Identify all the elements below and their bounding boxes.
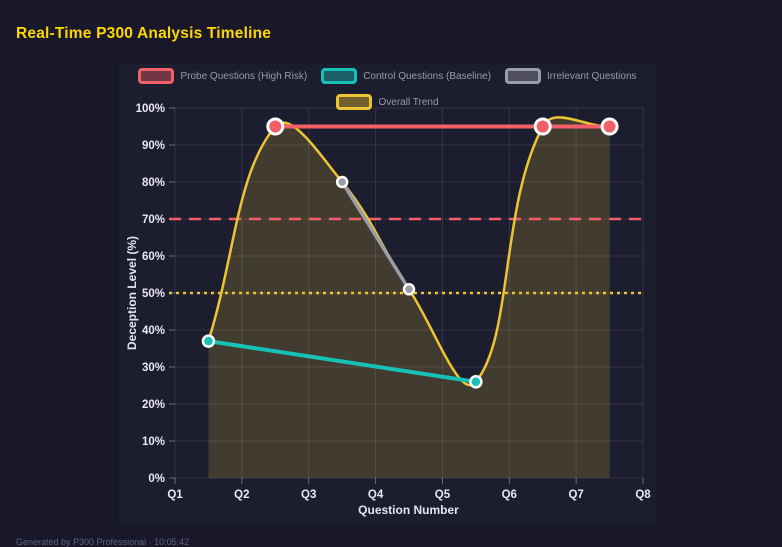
data-point <box>469 375 483 389</box>
legend-swatch-icon <box>336 94 373 110</box>
x-tick-label: Q6 <box>502 489 517 501</box>
data-point <box>266 117 285 136</box>
x-tick-label: Q5 <box>435 489 451 501</box>
y-tick-label: 100% <box>136 103 165 115</box>
page-title: Real-Time P300 Analysis Timeline <box>16 25 272 42</box>
legend-item-label: Control Questions (Baseline) <box>363 70 492 82</box>
y-axis-title: Deception Level (%) <box>125 235 139 351</box>
x-tick-label: Q3 <box>301 489 316 501</box>
legend-item[interactable]: Control Questions (Baseline) <box>321 68 491 84</box>
series-line <box>340 180 411 292</box>
data-point <box>600 117 619 136</box>
legend-item-label: Probe Questions (High Risk) <box>180 70 308 82</box>
x-tick-label: Q7 <box>568 489 583 501</box>
legend-swatch-icon <box>321 68 358 84</box>
footer-note: Generated by P300 Professional · 10:05:4… <box>16 537 190 547</box>
data-point <box>533 117 552 136</box>
legend-item[interactable]: Overall Trend <box>336 94 439 110</box>
y-tick-label: 20% <box>142 399 165 411</box>
legend-swatch-icon <box>138 68 175 84</box>
y-tick-label: 60% <box>142 251 165 263</box>
y-tick-label: 80% <box>142 177 165 189</box>
y-tick-label: 50% <box>142 288 165 300</box>
legend-item-label: Overall Trend <box>378 96 439 108</box>
x-axis-title: Question Number <box>358 503 459 517</box>
legend-item[interactable]: Irrelevant Questions <box>505 68 637 84</box>
x-tick-label: Q1 <box>167 489 183 501</box>
y-tick-label: 40% <box>142 325 165 337</box>
data-point <box>201 334 216 348</box>
legend-swatch-icon <box>505 68 542 84</box>
y-tick-label: 0% <box>148 473 165 485</box>
x-tick-label: Q2 <box>234 489 249 501</box>
x-tick-label: Q4 <box>368 489 384 501</box>
series-line <box>206 339 478 384</box>
data-point <box>335 175 349 189</box>
y-tick-label: 30% <box>142 362 165 374</box>
chart-canvas[interactable]: 0% 10% 20% 30% 40% 50% 60% 70% 80% 90% 100% Q1 Q2 Q3 Q… <box>119 63 656 525</box>
legend-item-label: Irrelevant Questions <box>547 70 637 82</box>
y-tick-label: 70% <box>142 214 165 226</box>
chart-svg: 0% 10% 20% 30% 40% 50% 60% 70% 80% 90% 100% Q1 Q2 Q3 Q… <box>136 103 652 501</box>
data-point <box>402 283 416 296</box>
chart-legend: Probe Questions (High Risk) Control Quest… <box>119 68 656 110</box>
y-tick-label: 90% <box>142 140 165 152</box>
trend-fill-area <box>208 117 610 478</box>
x-tick-label: Q8 <box>635 489 651 501</box>
y-tick-label: 10% <box>142 436 165 448</box>
legend-item[interactable]: Probe Questions (High Risk) <box>138 68 307 84</box>
chart-panel: Probe Questions (High Risk) Control Quest… <box>119 63 656 525</box>
